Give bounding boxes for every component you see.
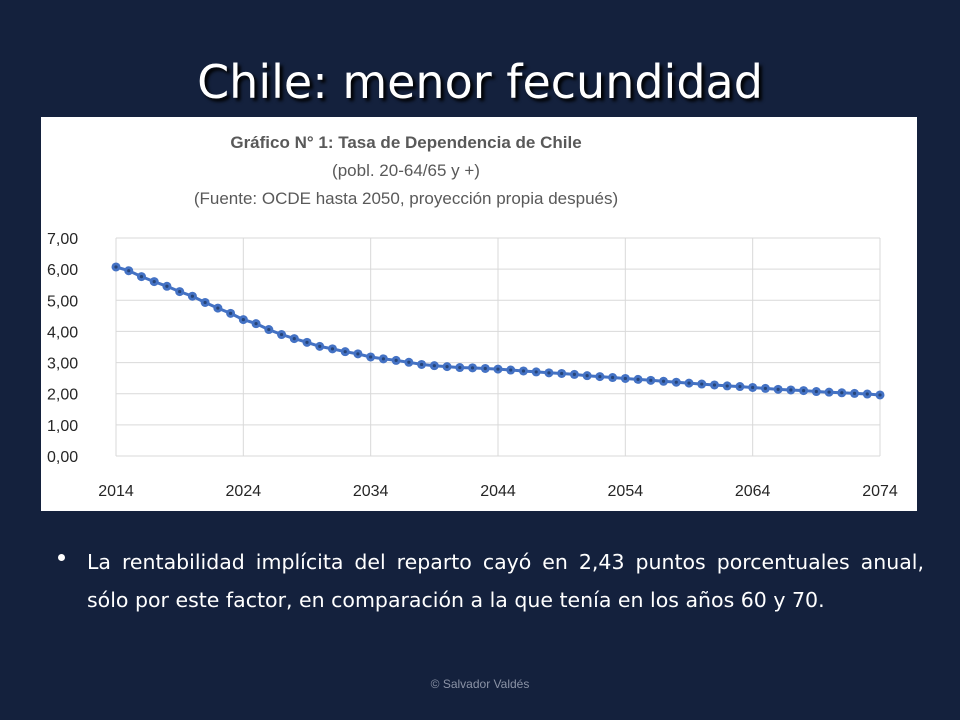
data-point-center [470, 366, 475, 370]
data-point-center [738, 384, 742, 389]
data-point-center [114, 265, 118, 269]
data-point-center [369, 355, 373, 359]
data-point-center [292, 336, 296, 341]
data-point-center [241, 317, 245, 322]
data-point-center [178, 289, 182, 294]
data-point-center [267, 327, 271, 332]
y-tick-label: 1,00 [47, 418, 78, 435]
data-point-center [725, 384, 729, 388]
data-point-center [445, 365, 449, 369]
data-point-center [165, 284, 169, 288]
data-point-center [305, 340, 309, 344]
y-tick-label: 0,00 [47, 449, 78, 466]
data-point-center [636, 377, 640, 381]
data-point-center [356, 352, 360, 356]
x-tick-label: 2064 [735, 483, 771, 500]
data-point-center [878, 393, 882, 397]
data-point-center [611, 375, 615, 380]
data-point-center [865, 392, 869, 396]
data-point-center [751, 385, 755, 390]
data-point-center [152, 280, 156, 284]
data-point-center [661, 379, 666, 383]
data-point-center [840, 391, 844, 395]
y-tick-label: 7,00 [47, 231, 78, 248]
y-tick-label: 2,00 [47, 387, 78, 404]
data-point-center [827, 390, 831, 394]
x-tick-label: 2044 [480, 483, 516, 500]
data-point-center [483, 366, 487, 371]
data-point-center [623, 376, 627, 381]
data-point-center [852, 391, 857, 396]
data-point-center [203, 300, 207, 305]
data-point-center [687, 381, 691, 385]
data-point-center [407, 360, 411, 364]
slide-title: Chile: menor fecundidad [197, 55, 763, 109]
bullet-marker [58, 554, 65, 561]
data-point-center [598, 374, 602, 379]
data-point-center [458, 365, 462, 370]
data-point-center [432, 364, 436, 368]
data-point-center [216, 306, 220, 310]
data-point-center [763, 386, 768, 391]
data-point-center [560, 371, 564, 376]
x-tick-label: 2074 [862, 483, 898, 500]
data-point-center [279, 332, 284, 337]
data-point-center [521, 369, 526, 373]
data-point-center [674, 380, 678, 384]
data-point-center [381, 357, 385, 361]
data-point-center [394, 358, 398, 362]
bullet-item: La rentabilidad implícita del reparto ca… [58, 543, 924, 619]
bullet-text: La rentabilidad implícita del reparto ca… [87, 550, 924, 612]
data-point-center [139, 275, 144, 279]
y-tick-label: 5,00 [47, 293, 78, 310]
x-tick-label: 2024 [226, 483, 262, 500]
data-point-center [190, 294, 194, 298]
data-point-center [572, 372, 577, 377]
chart-panel: 0,00 1,00 2,00 3,00 4,00 5,00 6,00 7,00 2014 2024… [41, 117, 917, 511]
data-point-center [776, 387, 780, 391]
data-point-center [420, 362, 424, 367]
data-point-center [229, 311, 233, 315]
y-tick-label: 6,00 [47, 262, 78, 279]
data-point-center [254, 322, 258, 326]
x-tick-label: 2014 [98, 483, 134, 500]
data-point-center [649, 378, 653, 382]
data-point-center [127, 269, 131, 273]
data-point-center [585, 374, 589, 378]
chart-source-note: (Fuente: OCDE hasta 2050, proyección pro… [193, 189, 619, 208]
data-point-center [318, 344, 322, 348]
copyright-footer: © Salvador Valdés [430, 677, 530, 691]
data-point-center [534, 370, 538, 374]
x-tick-label: 2034 [353, 483, 389, 500]
data-point-center [509, 368, 513, 372]
data-point-center [547, 371, 551, 375]
chart-title: Gráfico N° 1: Tasa de Dependencia de Chi… [230, 133, 582, 152]
data-point-center [343, 350, 347, 354]
data-point-center [700, 382, 704, 386]
data-point-center [712, 383, 717, 387]
y-tick-label: 3,00 [47, 356, 78, 373]
data-point-center [330, 347, 335, 351]
y-tick-label: 4,00 [47, 324, 78, 341]
data-point-center [802, 389, 806, 393]
chart-plot: 0,00 1,00 2,00 3,00 4,00 5,00 6,00 7,00 2014 2024… [47, 231, 898, 500]
data-point-center [496, 367, 500, 371]
data-point-center [814, 389, 818, 394]
data-point-center [789, 388, 793, 392]
chart-subtitle: (pobl. 20-64/65 y +) [332, 161, 480, 180]
x-tick-label: 2054 [608, 483, 644, 500]
